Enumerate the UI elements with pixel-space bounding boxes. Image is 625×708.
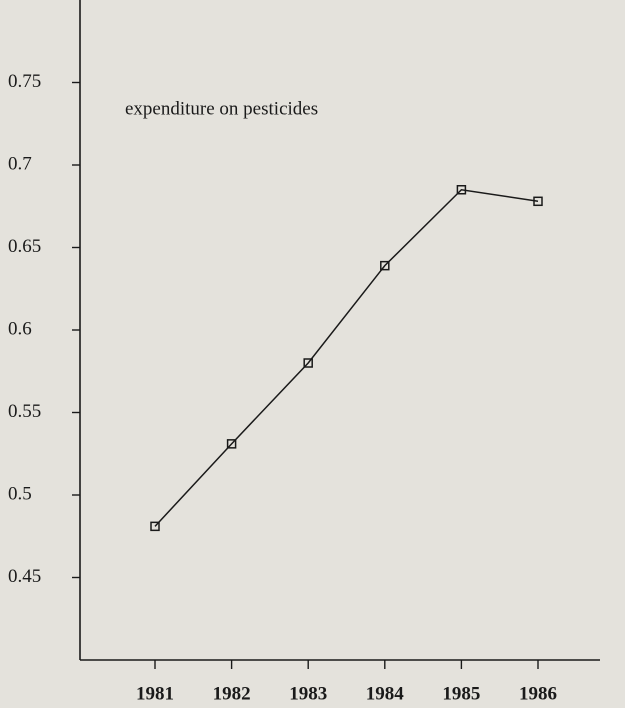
annotation: expenditure on pesticides [125,98,318,119]
data-point [226,439,237,449]
x-tick-label: 1985 [442,683,480,704]
x-tick-label: 1982 [213,683,251,704]
y-tick-label: 0.7 [8,153,32,174]
y-tick-label: 0.6 [8,318,32,339]
x-tick-label: 1984 [366,683,405,704]
data-point [533,196,543,207]
x-tick-label: 1986 [519,683,557,704]
y-tick-label: 0.55 [8,401,41,422]
data-point [380,260,390,271]
y-tick-label: 0.65 [8,236,41,257]
y-tick-label: 0.75 [8,71,41,92]
data-point [456,185,467,195]
data-point [303,358,313,368]
x-tick-label: 1981 [136,683,174,704]
y-tick-label: 0.45 [8,566,41,587]
y-tick-label: 0.5 [8,483,32,504]
data-point [150,521,160,532]
data-line [154,188,539,527]
x-tick-label: 1983 [289,683,327,704]
